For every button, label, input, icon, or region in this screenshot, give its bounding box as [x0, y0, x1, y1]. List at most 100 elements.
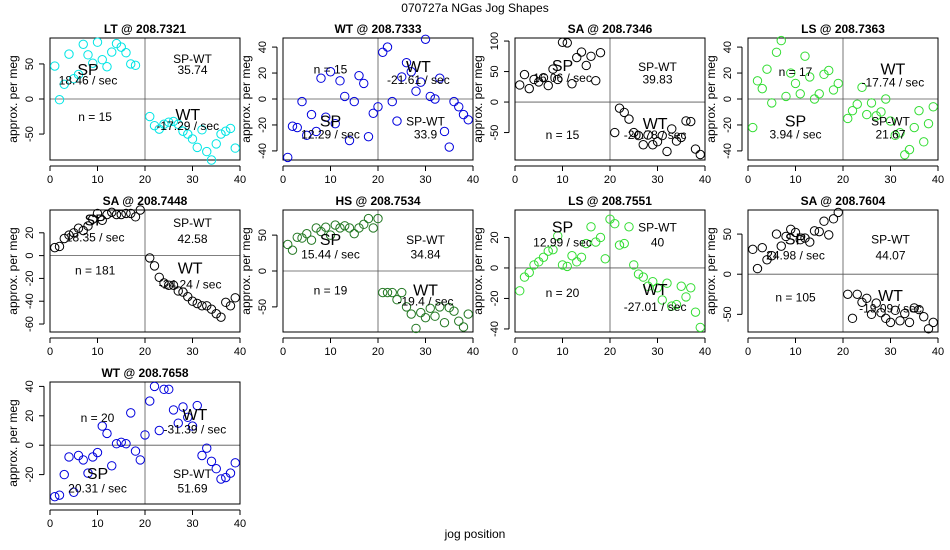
data-point [900, 150, 910, 160]
y-tick-label: 20 [24, 227, 36, 239]
x-tick-label: 20 [837, 346, 849, 358]
x-tick-label: 40 [699, 346, 711, 358]
x-tick-label: 40 [932, 346, 944, 358]
y-tick-label: 40 [722, 41, 734, 53]
data-point [629, 127, 639, 138]
annotation: -24.24 / sec [159, 277, 222, 291]
data-point [638, 140, 648, 150]
annotation: WT [178, 261, 203, 278]
data-point [59, 79, 69, 89]
annotation: SP [552, 58, 573, 75]
annotation: 21.67 [875, 128, 905, 142]
y-tick-label: 50 [722, 228, 734, 240]
panel-title: LS @ 208.7363 [801, 22, 885, 36]
data-point [748, 244, 758, 255]
data-point [876, 308, 886, 318]
data-point [548, 64, 558, 74]
y-tick-label: 0 [24, 442, 36, 448]
data-point [378, 287, 388, 298]
panel-9: WT @ 208.7658 0 10 20 30 40 -20 0 20 40 approx. pe… [6, 366, 246, 530]
annotation: WT [880, 62, 905, 79]
data-point [221, 297, 231, 308]
data-point [330, 220, 340, 230]
data-point [111, 209, 122, 220]
data-point [519, 272, 530, 282]
data-point [562, 38, 572, 48]
data-point [92, 447, 103, 458]
data-point [895, 128, 905, 138]
annotation: 20.31 / sec [68, 481, 127, 495]
data-point [657, 130, 667, 141]
annotation: -31.39 / sec [164, 423, 227, 437]
annotation: 18.35 / sec [66, 231, 125, 245]
x-tick-label: 40 [467, 174, 479, 186]
x-tick-label: 20 [604, 346, 616, 358]
data-point [297, 96, 307, 107]
data-point [183, 129, 193, 139]
y-tick-label: 20 [489, 231, 501, 243]
data-point [283, 152, 293, 163]
data-point [325, 67, 336, 77]
data-point [192, 298, 202, 309]
data-point [88, 452, 98, 462]
data-point [121, 48, 131, 58]
data-point [909, 122, 919, 133]
data-point [619, 107, 629, 118]
plot-frame [747, 37, 939, 161]
plot-frame [49, 37, 241, 161]
y-axis-label: approx. per meg [239, 55, 253, 142]
data-point [557, 260, 568, 270]
data-point [225, 468, 236, 478]
figure-title: 070727a NGas Jog Shapes [401, 1, 548, 15]
x-tick-label: 30 [884, 346, 896, 358]
data-point [92, 37, 103, 47]
data-point [183, 291, 193, 302]
annotation: SP [320, 232, 341, 249]
y-tick-label: -40 [722, 143, 734, 159]
data-point [524, 267, 534, 278]
annotation: 24.98 / sec [766, 249, 825, 263]
data-point [197, 301, 207, 311]
data-point [363, 131, 374, 142]
annotation: 18.46 / sec [59, 74, 118, 88]
data-point [458, 322, 469, 332]
data-point [923, 118, 934, 129]
x-tick-label: 20 [837, 174, 849, 186]
y-tick-label: -20 [722, 117, 734, 133]
data-point [458, 109, 469, 120]
data-point [776, 241, 786, 251]
data-point [543, 80, 553, 91]
data-point [116, 437, 126, 447]
data-point [126, 208, 136, 219]
data-point [824, 65, 834, 76]
annotation: WT [175, 107, 200, 124]
data-point [881, 94, 891, 104]
panel-2: WT @ 208.7333 0 10 20 30 40 -40 -20 0 20 40 approx.… [239, 22, 479, 186]
y-tick-label: -50 [489, 125, 501, 141]
data-point [690, 144, 701, 154]
data-point [411, 323, 421, 334]
data-point [344, 135, 355, 146]
data-point [159, 384, 169, 395]
data-point [154, 425, 164, 436]
data-point [211, 309, 221, 319]
data-point [624, 114, 634, 124]
data-point [595, 232, 606, 243]
data-point [572, 257, 582, 267]
data-point [449, 306, 459, 316]
data-point [828, 85, 839, 95]
x-tick-label: 30 [419, 346, 431, 358]
y-tick-label: 0 [489, 99, 501, 105]
x-tick-label: 30 [651, 346, 663, 358]
data-point [866, 98, 877, 108]
y-tick-label: 100 [489, 32, 501, 50]
annotation: 16.06 / sec [533, 71, 592, 85]
data-point [529, 260, 539, 270]
data-point [614, 240, 625, 250]
panel-5: SA @ 208.7448 0 10 20 30 40 -60 -40 -20 0 20 approx… [6, 194, 246, 358]
data-point [107, 207, 117, 217]
x-tick-label: 10 [91, 174, 103, 186]
annotation: SP-WT [173, 52, 212, 66]
annotation: n = 20 [546, 286, 580, 300]
data-point [73, 69, 84, 80]
